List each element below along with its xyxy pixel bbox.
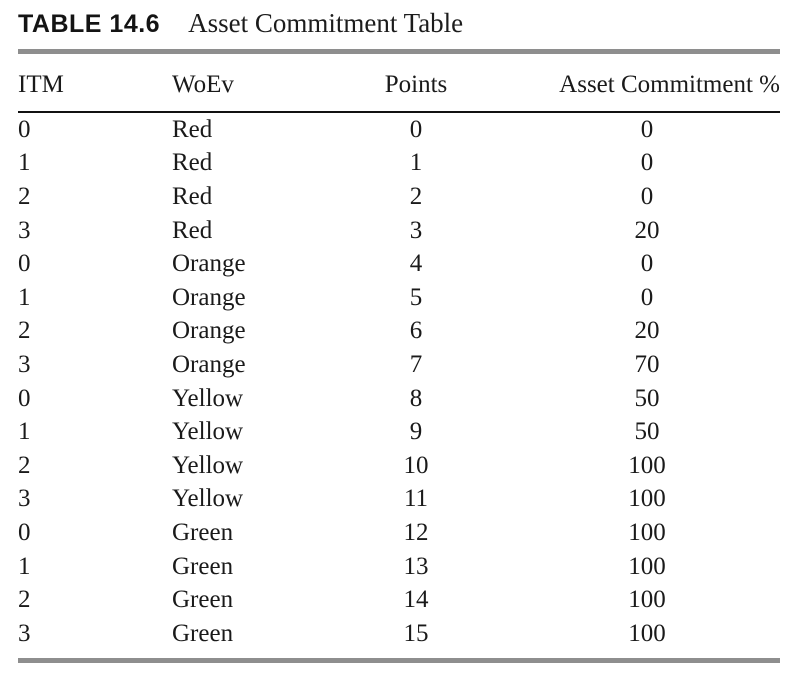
table-cell: 2 xyxy=(18,317,31,345)
table-cell: 13 xyxy=(403,552,429,580)
table-cell: Green xyxy=(172,619,234,647)
table-cell: 2 xyxy=(409,182,423,210)
table-cell: 50 xyxy=(634,418,660,446)
table-header: ITM WoEv Points Asset Commitment % xyxy=(18,54,780,113)
table-cell: 10 xyxy=(403,451,429,479)
table-cell: 11 xyxy=(403,485,429,513)
table-cell: 2 xyxy=(18,182,31,210)
table-cell: Yellow xyxy=(172,418,244,446)
table-title: Asset Commitment Table xyxy=(188,8,464,38)
table-cell: 50 xyxy=(634,384,660,412)
table-row: 2 Green 14 100 xyxy=(18,583,780,617)
table-cell: 0 xyxy=(640,182,654,210)
table-cell: 100 xyxy=(628,619,666,647)
table-cell: 1 xyxy=(18,149,31,177)
table-cell: 0 xyxy=(640,283,654,311)
table-cell: Orange xyxy=(172,250,246,278)
table-row: 2 Yellow 10 100 xyxy=(18,449,780,483)
table-cell: 4 xyxy=(409,250,423,278)
column-header-woev: WoEv xyxy=(172,54,318,113)
table-cell: 20 xyxy=(634,216,660,244)
table-cell: 100 xyxy=(628,485,666,513)
table-cell: 2 xyxy=(18,451,31,479)
table-cell: 100 xyxy=(628,552,666,580)
table-row: 3 Green 15 100 xyxy=(18,617,780,651)
table-cell: Yellow xyxy=(172,451,244,479)
table-cell: Green xyxy=(172,518,234,546)
table-row: 0 Red 0 0 xyxy=(18,112,780,147)
table-row: 1 Red 1 0 xyxy=(18,147,780,181)
table-cell: Green xyxy=(172,586,234,614)
table-cell: Red xyxy=(172,216,213,244)
table-row: 1 Orange 5 0 xyxy=(18,281,780,315)
table-row: 3 Yellow 11 100 xyxy=(18,483,780,517)
table-cell: 3 xyxy=(409,216,423,244)
table-caption: TABLE 14.6 Asset Commitment Table xyxy=(18,8,780,42)
table-cell: 6 xyxy=(409,317,423,345)
table-cell: 1 xyxy=(18,552,31,580)
table-cell: 100 xyxy=(628,518,666,546)
table-cell: Green xyxy=(172,552,234,580)
table-cell: 3 xyxy=(18,350,31,378)
table-cell: 0 xyxy=(640,115,654,143)
column-header-itm: ITM xyxy=(18,54,172,113)
table-cell: 1 xyxy=(409,149,423,177)
table-cell: 100 xyxy=(628,586,666,614)
table-cell: 12 xyxy=(403,518,429,546)
table-row: 2 Red 2 0 xyxy=(18,180,780,214)
header-row: ITM WoEv Points Asset Commitment % xyxy=(18,54,780,113)
table-row: 0 Yellow 8 50 xyxy=(18,382,780,416)
column-header-points: Points xyxy=(318,54,514,113)
table-cell: Red xyxy=(172,115,213,143)
table-cell: 9 xyxy=(409,418,423,446)
table-cell: Red xyxy=(172,182,213,210)
table-cell: Orange xyxy=(172,350,246,378)
table-cell: Orange xyxy=(172,317,246,345)
table-cell: Yellow xyxy=(172,384,244,412)
table-row: 2 Orange 6 20 xyxy=(18,315,780,349)
table-cell: 0 xyxy=(640,149,654,177)
table-cell: 8 xyxy=(409,384,423,412)
table-cell: 14 xyxy=(403,586,429,614)
table-cell: 0 xyxy=(409,115,423,143)
table-cell: 1 xyxy=(18,418,31,446)
table-cell: 20 xyxy=(634,317,660,345)
table-row: 1 Green 13 100 xyxy=(18,550,780,584)
bottom-rule xyxy=(18,657,780,663)
asset-commitment-table: ITM WoEv Points Asset Commitment % 0 Red 0… xyxy=(18,54,780,651)
table-cell: Red xyxy=(172,149,213,177)
table-row: 0 Orange 4 0 xyxy=(18,247,780,281)
table-cell: 5 xyxy=(409,283,423,311)
table-cell: Orange xyxy=(172,283,246,311)
table-cell: 70 xyxy=(634,350,660,378)
table-cell: 0 xyxy=(18,115,31,143)
table-row: 3 Orange 7 70 xyxy=(18,348,780,382)
table-cell: 7 xyxy=(409,350,423,378)
column-header-asset-commitment: Asset Commitment % xyxy=(514,54,780,113)
table-cell: 15 xyxy=(403,619,429,647)
table-cell: 1 xyxy=(18,283,31,311)
table-cell: 0 xyxy=(640,250,654,278)
table-cell: 0 xyxy=(18,518,31,546)
table-number-label: TABLE 14.6 xyxy=(18,10,161,38)
table-cell: 0 xyxy=(18,384,31,412)
table-row: 0 Green 12 100 xyxy=(18,516,780,550)
table-cell: 3 xyxy=(18,485,31,513)
table-cell: 3 xyxy=(18,619,31,647)
table-row: 1 Yellow 9 50 xyxy=(18,415,780,449)
table-cell: 2 xyxy=(18,586,31,614)
top-rule xyxy=(18,49,780,54)
table-body: 0 Red 0 0 1 Red 1 0 2 Red 2 0 3 Red 3 20 0 Orange 4 0 1 Orang… xyxy=(18,112,780,651)
table-cell: 3 xyxy=(18,216,31,244)
table-row: 3 Red 3 20 xyxy=(18,214,780,248)
table-cell: 0 xyxy=(18,250,31,278)
table-cell: 100 xyxy=(628,451,666,479)
table-cell: Yellow xyxy=(172,485,244,513)
